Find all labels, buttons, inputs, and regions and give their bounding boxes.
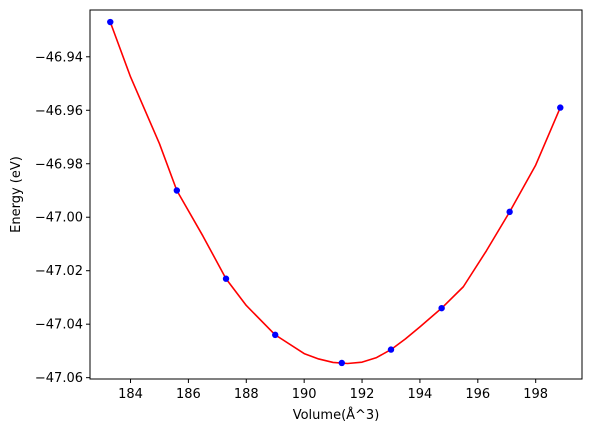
y-tick-label: −47.04 <box>35 318 83 333</box>
data-point <box>387 346 395 353</box>
x-axis-label: Volume(Å^3) <box>293 407 380 423</box>
data-point <box>438 304 445 312</box>
data-point <box>173 187 181 194</box>
x-tick-label: 192 <box>350 387 375 402</box>
data-point <box>272 331 279 339</box>
data-point <box>557 104 564 111</box>
plot-frame <box>89 9 583 380</box>
x-axis: 184 186 188 190 192 194 196 198 <box>118 379 548 402</box>
x-tick-label: 196 <box>465 387 490 402</box>
data-point <box>338 359 345 367</box>
y-axis-label: Energy (eV) <box>9 156 24 233</box>
y-axis: −46.94 −46.96 −46.98 −47.00 −47.02 −47.04 −47.… <box>35 50 90 386</box>
data-point <box>107 18 114 26</box>
x-tick-label: 194 <box>408 387 433 402</box>
y-tick-label: −47.00 <box>35 211 83 226</box>
y-tick-label: −46.98 <box>35 157 83 172</box>
y-tick-label: −47.02 <box>35 264 83 279</box>
x-tick-label: 188 <box>234 387 259 402</box>
x-tick-label: 184 <box>118 387 143 402</box>
x-tick-label: 190 <box>292 387 317 402</box>
data-point <box>506 208 513 216</box>
fit-curve-line <box>109 21 562 365</box>
plot-content <box>107 18 564 367</box>
data-point <box>222 275 230 282</box>
y-tick-label: −46.96 <box>35 104 83 119</box>
x-tick-label: 186 <box>176 387 201 402</box>
y-tick-label: −47.06 <box>35 371 83 386</box>
y-tick-label: −46.94 <box>35 50 83 65</box>
x-tick-label: 198 <box>523 387 548 402</box>
